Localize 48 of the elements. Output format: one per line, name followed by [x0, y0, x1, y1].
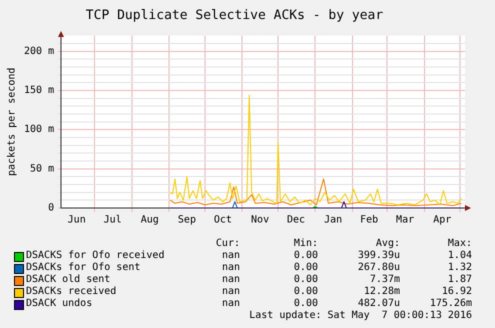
text: 12.28m [364, 286, 400, 297]
text: 0.00 [294, 250, 318, 261]
x-tick-label: Mar [396, 214, 414, 226]
text: 1.32 [448, 262, 472, 273]
y-tick-label: 100 m [24, 124, 54, 136]
legend-label: DSACKs received [26, 286, 116, 297]
legend-label: DSACK undos [26, 298, 92, 309]
text: 7.37m [370, 274, 400, 285]
text: Cur: [216, 238, 240, 249]
x-tick-label: Dec [286, 214, 306, 226]
y-tick-label: 0 [48, 202, 54, 214]
text: Max: [448, 238, 472, 249]
text: 0.00 [294, 298, 318, 309]
text: nan [222, 250, 240, 261]
text: nan [222, 262, 240, 273]
text: nan [222, 274, 240, 285]
y-tick-label: 50 m [30, 163, 54, 174]
text: 399.39u [358, 250, 400, 261]
text: 0.00 [294, 262, 318, 273]
x-tick-label: Sep [178, 214, 196, 226]
text: Avg: [376, 238, 400, 249]
text: 0.00 [294, 274, 318, 285]
text: 1.87 [448, 274, 472, 285]
text: 175.26m [430, 298, 472, 309]
x-tick-label: Aug [140, 214, 159, 226]
y-axis-title: packets per second [6, 68, 18, 176]
x-tick-label: Nov [251, 214, 270, 226]
x-tick-label: Apr [433, 214, 452, 226]
text: Last update: Sat May 7 00:00:13 2016 [249, 310, 472, 321]
x-tick-label: Jan [324, 214, 342, 226]
text: 16.92 [442, 286, 472, 297]
text: 0.00 [294, 286, 318, 297]
y-tick-label: 200 m [24, 46, 54, 57]
chart-title: TCP Duplicate Selective ACKs - by year [86, 8, 384, 24]
text: 1.04 [448, 250, 472, 261]
x-tick-label: Jun [68, 214, 86, 226]
x-tick-label: Oct [214, 214, 232, 226]
text: 267.80u [358, 262, 400, 273]
legend-label: DSACK old sent [26, 274, 110, 285]
text: Min: [294, 238, 318, 249]
text: nan [222, 298, 240, 309]
legend-label: DSACKs for Ofo sent [26, 262, 140, 273]
x-tick-label: Feb [360, 214, 378, 226]
legend-label: DSACKS for Ofo received [26, 250, 164, 261]
text: nan [222, 286, 240, 297]
y-tick-label: 150 m [24, 85, 54, 96]
text: 482.07u [358, 298, 400, 309]
x-tick-label: Jul [104, 214, 122, 226]
